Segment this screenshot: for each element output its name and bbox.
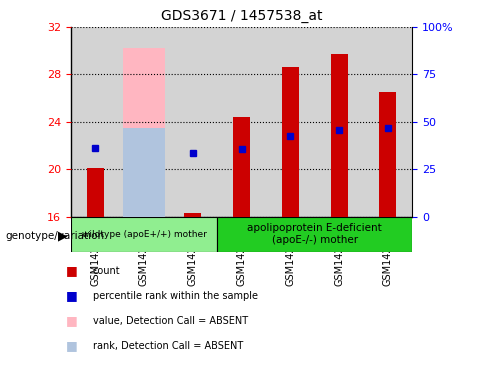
- Bar: [120, 27, 168, 217]
- Title: GDS3671 / 1457538_at: GDS3671 / 1457538_at: [161, 9, 322, 23]
- Text: rank, Detection Call = ABSENT: rank, Detection Call = ABSENT: [93, 341, 243, 351]
- Bar: [233, 117, 250, 217]
- Bar: [184, 213, 201, 217]
- Bar: [122, 129, 165, 217]
- Text: wildtype (apoE+/+) mother: wildtype (apoE+/+) mother: [81, 230, 206, 239]
- Text: ▶: ▶: [58, 230, 67, 243]
- Bar: [71, 217, 217, 252]
- Bar: [266, 27, 315, 217]
- Text: ■: ■: [66, 339, 78, 352]
- Bar: [217, 217, 412, 252]
- Text: ■: ■: [66, 314, 78, 327]
- Bar: [331, 54, 347, 217]
- Bar: [364, 27, 412, 217]
- Text: ■: ■: [66, 289, 78, 302]
- Bar: [71, 27, 120, 217]
- Text: ■: ■: [66, 264, 78, 277]
- Bar: [168, 27, 217, 217]
- Bar: [87, 168, 104, 217]
- Bar: [380, 92, 396, 217]
- Text: count: count: [93, 266, 121, 276]
- Bar: [282, 67, 299, 217]
- Bar: [315, 27, 364, 217]
- Bar: [217, 27, 266, 217]
- Text: genotype/variation: genotype/variation: [5, 231, 104, 241]
- Text: value, Detection Call = ABSENT: value, Detection Call = ABSENT: [93, 316, 248, 326]
- Text: apolipoprotein E-deficient
(apoE-/-) mother: apolipoprotein E-deficient (apoE-/-) mot…: [247, 223, 382, 245]
- Bar: [122, 48, 165, 217]
- Text: percentile rank within the sample: percentile rank within the sample: [93, 291, 258, 301]
